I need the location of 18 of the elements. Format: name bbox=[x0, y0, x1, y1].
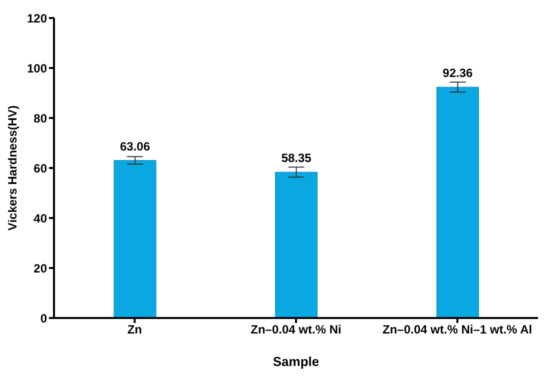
y-tick-label: 20 bbox=[34, 261, 48, 276]
x-tick-label: Zn bbox=[127, 322, 142, 337]
y-tick-label: 60 bbox=[34, 161, 48, 176]
y-tick-label: 80 bbox=[34, 111, 48, 126]
data-label: 63.06 bbox=[120, 139, 150, 154]
data-label: 92.36 bbox=[442, 66, 474, 80]
y-tick-label: 40 bbox=[34, 211, 48, 226]
x-tick-label: Zn–0.04 wt.% Ni bbox=[250, 322, 342, 337]
y-tick-label: 120 bbox=[26, 11, 48, 26]
y-axis-title: Vickers Hardness(HV) bbox=[5, 105, 20, 231]
y-tick-label: 0 bbox=[40, 311, 48, 326]
bar bbox=[114, 160, 156, 318]
x-axis-title: Sample bbox=[272, 354, 320, 369]
x-tick-label: Zn–0.04 wt.% Ni–1 wt.% Al bbox=[382, 322, 532, 337]
bar bbox=[436, 86, 479, 318]
y-tick-label: 100 bbox=[26, 61, 48, 76]
data-label: 58.35 bbox=[281, 151, 312, 166]
bar bbox=[275, 172, 318, 318]
